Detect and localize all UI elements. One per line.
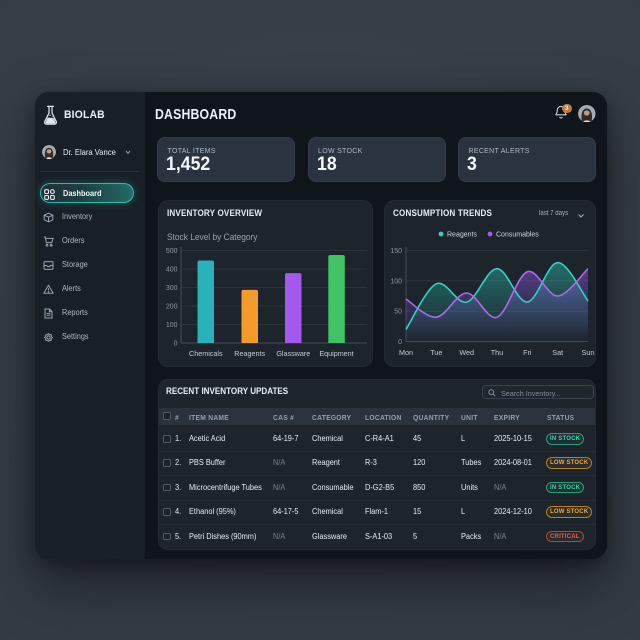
svg-text:500: 500 <box>166 248 178 255</box>
svg-text:Chemicals: Chemicals <box>189 349 223 358</box>
svg-text:300: 300 <box>166 285 178 292</box>
svg-text:200: 200 <box>166 304 178 311</box>
svg-text:0: 0 <box>398 339 402 346</box>
svg-text:Fri: Fri <box>523 348 532 357</box>
svg-text:Wed: Wed <box>459 348 474 357</box>
svg-text:Consumables: Consumables <box>496 232 539 239</box>
svg-text:150: 150 <box>390 248 402 255</box>
svg-text:100: 100 <box>390 278 402 285</box>
svg-text:Thu: Thu <box>491 348 503 357</box>
svg-text:100: 100 <box>166 322 178 329</box>
svg-text:Glassware: Glassware <box>276 349 310 358</box>
svg-text:Equipment: Equipment <box>319 349 353 358</box>
svg-text:50: 50 <box>394 309 402 316</box>
svg-text:Reagents: Reagents <box>234 349 265 358</box>
svg-text:Sun: Sun <box>582 348 595 357</box>
svg-text:Mon: Mon <box>399 348 413 357</box>
svg-text:0: 0 <box>174 341 178 348</box>
svg-text:Reagents: Reagents <box>447 232 477 239</box>
svg-text:Tue: Tue <box>430 348 442 357</box>
svg-text:Sat: Sat <box>552 348 563 357</box>
svg-text:400: 400 <box>166 267 178 274</box>
